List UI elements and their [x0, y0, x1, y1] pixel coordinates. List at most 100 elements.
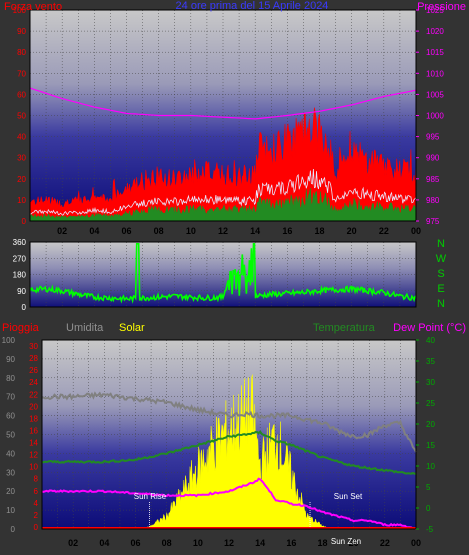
panel1-marks: [29, 87, 417, 222]
x-tick-label: 00: [411, 538, 421, 548]
panel2-frame: [29, 241, 417, 308]
humidity-tick-label: 80: [6, 374, 15, 383]
temperature-tick-label: 0: [426, 504, 431, 513]
wind-tick-label: 20: [17, 175, 26, 184]
humidity-tick-label: 0: [11, 525, 16, 534]
rain-tick-label: 6: [34, 487, 39, 496]
x-tick-label: 10: [193, 538, 203, 548]
pressure-tick-label: 1015: [426, 48, 444, 57]
pressure-label: Pressione: [417, 1, 466, 13]
pressure-tick-label: 990: [426, 154, 440, 163]
wind-tick-label: 70: [17, 69, 26, 78]
chart-title: 24 ore prima del 15 Aprile 2024: [176, 0, 329, 12]
temperature-tick-label: 20: [426, 420, 435, 429]
humidity-tick-label: 30: [6, 468, 15, 477]
x-tick-label: 20: [347, 226, 357, 236]
x-tick-label: 14: [255, 538, 265, 548]
panel3-humidity-axis: 0 10 20 30 40 50 60 70 80 90 100: [2, 336, 16, 534]
x-tick-label: 16: [286, 538, 296, 548]
humidity-tick-label: 90: [6, 355, 15, 364]
humidity-tick-label: 40: [6, 449, 15, 458]
panel1-right-axis: 975 980 985 990 995 1000 1005 1010 1015 1020 1025: [416, 6, 444, 226]
sun-rise-annotation: Sun Rise: [134, 492, 167, 501]
x-tick-label: 08: [162, 538, 172, 548]
x-tick-label: 10: [186, 226, 196, 236]
wind-direction-series: [29, 243, 417, 304]
wind-tick-label: 50: [17, 112, 26, 121]
x-tick-label: 06: [121, 226, 131, 236]
rain-tick-label: 24: [29, 378, 38, 387]
humidity-tick-label: 100: [2, 336, 16, 345]
wind-label: Forza vento: [4, 1, 62, 13]
wind-tick-label: 100: [13, 6, 27, 15]
temperature-tick-label: 40: [426, 336, 435, 345]
x-tick-label: 18: [314, 226, 324, 236]
rain-tick-label: 0: [34, 523, 39, 532]
x-tick-label: 00: [411, 226, 421, 236]
compass-label: N: [437, 298, 445, 310]
x-tick-label: 02: [68, 538, 78, 548]
compass-label: N: [437, 238, 445, 250]
x-tick-label: 20: [349, 538, 359, 548]
sun-set-annotation: Sun Set: [334, 492, 363, 501]
rain-tick-label: 20: [29, 402, 38, 411]
x-tick-label: 16: [282, 226, 292, 236]
x-tick-label: 06: [130, 538, 140, 548]
humidity-tick-label: 10: [6, 506, 15, 515]
humidity-tick-label: 60: [6, 412, 15, 421]
panel2-left-axis: 0 90 180 270 360: [13, 238, 27, 312]
direction-tick-label: 180: [13, 271, 27, 280]
x-tick-label: 22: [379, 226, 389, 236]
direction-tick-label: 270: [13, 254, 27, 263]
wind-tick-label: 40: [17, 133, 26, 142]
x-tick-label: 18: [317, 538, 327, 548]
humidity-tick-label: 70: [6, 393, 15, 402]
rain-tick-label: 26: [29, 366, 38, 375]
temperature-tick-label: 30: [426, 378, 435, 387]
temperature-tick-label: 10: [426, 462, 435, 471]
x-tick-label: 12: [224, 538, 234, 548]
temperature-tick-label: -5: [426, 525, 434, 534]
sun-zen-annotation: Sun Zen: [331, 537, 361, 546]
x-tick-label: 14: [250, 226, 260, 236]
rain-tick-label: 14: [29, 439, 38, 448]
wind-tick-label: 60: [17, 90, 26, 99]
panel2-grid: [30, 242, 416, 307]
humidity-series: [41, 391, 417, 453]
wind-mean-series: [29, 168, 417, 216]
x-tick-label: 04: [89, 226, 99, 236]
dewpoint-label: Dew Point (°C): [393, 322, 466, 334]
wind-tick-label: 10: [17, 196, 26, 205]
pressure-tick-label: 995: [426, 133, 440, 142]
x-tick-label: 22: [380, 538, 390, 548]
rain-tick-label: 28: [29, 354, 38, 363]
direction-tick-label: 0: [22, 303, 27, 312]
wind-gust-series: [29, 107, 417, 222]
pressure-tick-label: 975: [426, 217, 440, 226]
rain-tick-label: 16: [29, 426, 38, 435]
pressure-tick-label: 1005: [426, 90, 444, 99]
rain-tick-label: 4: [34, 499, 39, 508]
temperature-label: Temperatura: [313, 322, 376, 334]
x-tick-label: 08: [154, 226, 164, 236]
direction-tick-label: 360: [13, 238, 27, 247]
pressure-tick-label: 1020: [426, 27, 444, 36]
wind-tick-label: 90: [17, 27, 26, 36]
rain-tick-label: 22: [29, 390, 38, 399]
dewpoint-series: [41, 477, 417, 531]
pressure-tick-label: 980: [426, 196, 440, 205]
panel2-marks: [29, 243, 417, 304]
wind-tick-label: 30: [17, 154, 26, 163]
panel3-x-axis: 02 04 06 08 10 12 14 16 18 20 22 00: [68, 538, 421, 548]
wind-tick-label: 0: [22, 217, 27, 226]
humidity-label: Umidita: [66, 322, 104, 334]
panel3-frame: [41, 339, 417, 530]
compass-label: S: [437, 268, 444, 280]
x-tick-label: 04: [99, 538, 109, 548]
compass-label: E: [437, 283, 444, 295]
